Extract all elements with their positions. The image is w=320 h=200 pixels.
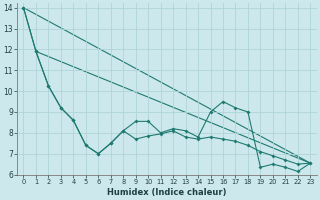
X-axis label: Humidex (Indice chaleur): Humidex (Indice chaleur) — [107, 188, 227, 197]
